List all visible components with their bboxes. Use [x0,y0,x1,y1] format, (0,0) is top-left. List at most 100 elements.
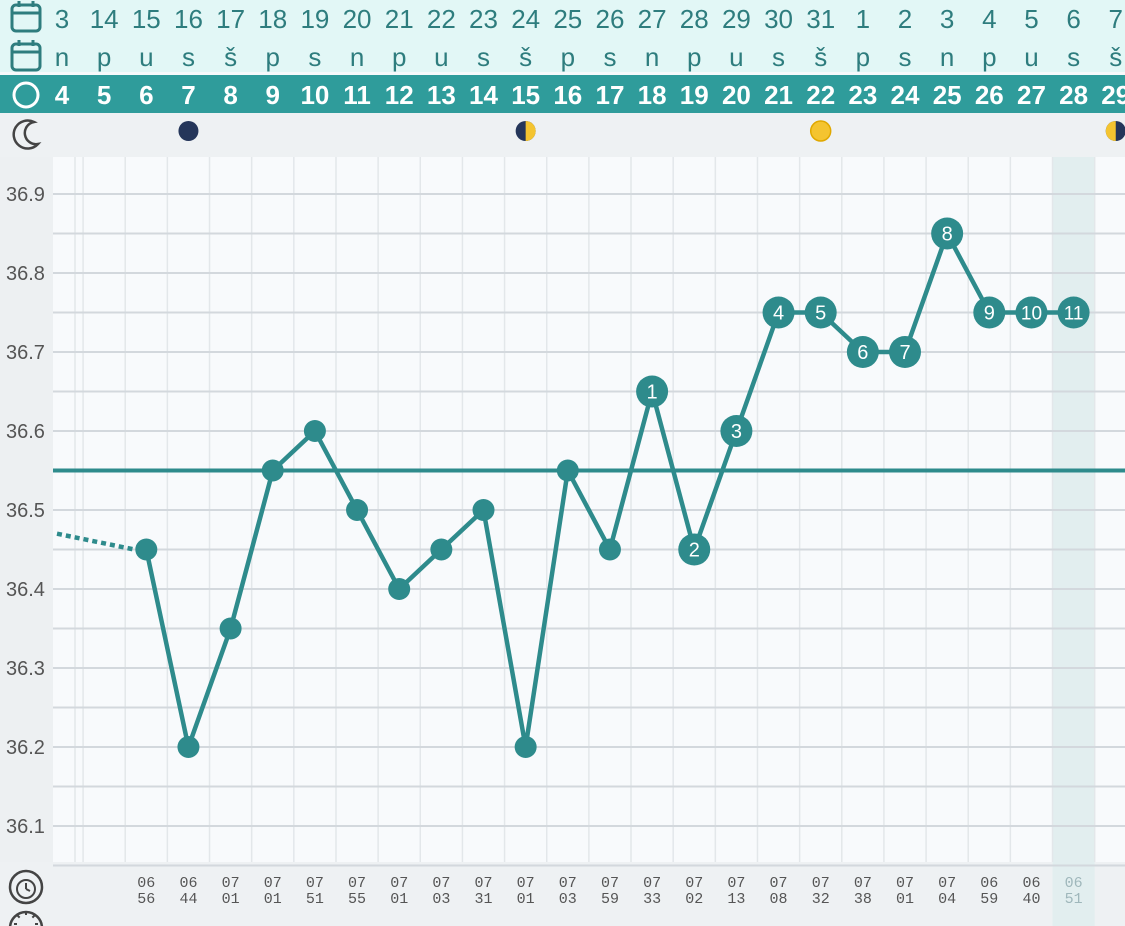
temperature-point [261,459,284,482]
cycle-circle-icon [12,81,40,109]
cycle-day-label: 13 [427,80,456,110]
date-label: 31 [806,4,835,34]
point-label: 9 [984,303,995,325]
sun-icon [8,910,44,926]
temperature-point [556,459,579,482]
weekday-label: p [392,42,406,72]
date-label: 3 [940,4,954,34]
point-label: 8 [942,224,953,246]
y-tick-label: 36.3 [6,658,45,680]
cycle-day-label: 17 [595,80,624,110]
measurement-time-minute: 38 [854,891,872,908]
measurement-time-hour: 07 [601,875,619,892]
weekday-label: p [982,42,996,72]
date-label: 28 [680,4,709,34]
y-tick-label: 36.7 [6,342,45,364]
temperature-point [514,736,537,758]
measurement-time-hour: 06 [1065,875,1083,892]
measurement-time-hour: 07 [348,875,366,892]
measurement-time-hour: 07 [264,875,282,892]
temperature-point [846,336,879,368]
date-label: 14 [90,4,119,34]
measurement-time-hour: 07 [727,875,745,892]
y-tick-label: 36.8 [6,263,45,285]
weekday-label: n [940,42,954,72]
measurement-time-hour: 06 [1022,875,1040,892]
weekday-label: s [603,42,616,72]
header-light-band [0,0,1125,72]
date-label: 1 [856,4,870,34]
today-footer-highlight [1052,862,1095,926]
temperature-point [1057,296,1090,329]
date-label: 23 [469,4,498,34]
temperature-point [720,415,753,447]
temperature-point [219,617,242,640]
measurement-time-minute: 55 [348,891,366,908]
measurement-time-hour: 07 [390,875,408,892]
temperature-point [678,533,711,566]
y-tick-label: 36.9 [6,184,45,206]
moon-band [0,113,1125,157]
measurement-time-hour: 06 [179,875,197,892]
cycle-day-label: 23 [848,80,877,110]
cycle-day-label: 11 [343,80,371,110]
measurement-time-minute: 32 [812,891,830,908]
cycle-day-label: 19 [680,80,709,110]
temperature-point [889,336,921,368]
measurement-time-hour: 07 [854,875,872,892]
weekday-label: s [182,42,195,72]
date-label: 2 [898,4,912,34]
date-label: 17 [216,4,245,34]
date-label: 30 [764,4,793,34]
point-label: 11 [1064,304,1084,325]
date-label: 27 [638,4,667,34]
temperature-point [804,296,837,329]
measurement-time-hour: 07 [306,875,324,892]
measurement-time-hour: 07 [770,875,788,892]
measurement-time-hour: 07 [474,875,492,892]
weekday-label: s [308,42,321,72]
temperature-point [636,375,669,408]
cycle-day-label: 8 [223,80,237,110]
cycle-day-label: 16 [553,80,582,110]
weekday-label: p [97,42,111,72]
measurement-time-hour: 06 [137,875,155,892]
weekday-label: p [687,42,701,72]
measurement-time-hour: 07 [896,875,914,892]
temperature-point [346,499,369,521]
cycle-day-label: 24 [891,80,920,110]
measurement-time-minute: 51 [1065,891,1083,908]
measurement-time-hour: 07 [432,875,450,892]
measurement-time-minute: 04 [938,891,956,908]
date-label: 29 [722,4,751,34]
weekday-label: n [55,42,69,72]
measurement-time-hour: 07 [938,875,956,892]
measurement-time-hour: 07 [643,875,661,892]
weekday-label: u [434,42,448,72]
measurement-time-minute: 02 [685,891,703,908]
measurement-time-minute: 13 [727,891,745,908]
weekday-label: s [1067,42,1080,72]
weekday-label: š [814,42,827,72]
temperature-point [931,217,964,250]
measurement-time-minute: 01 [517,891,535,908]
measurement-time-minute: 31 [474,891,492,908]
temperature-point [430,538,453,561]
point-label: 6 [857,342,868,364]
measurement-time-hour: 07 [685,875,703,892]
date-label: 24 [511,4,540,34]
calendar-icon [10,1,42,33]
